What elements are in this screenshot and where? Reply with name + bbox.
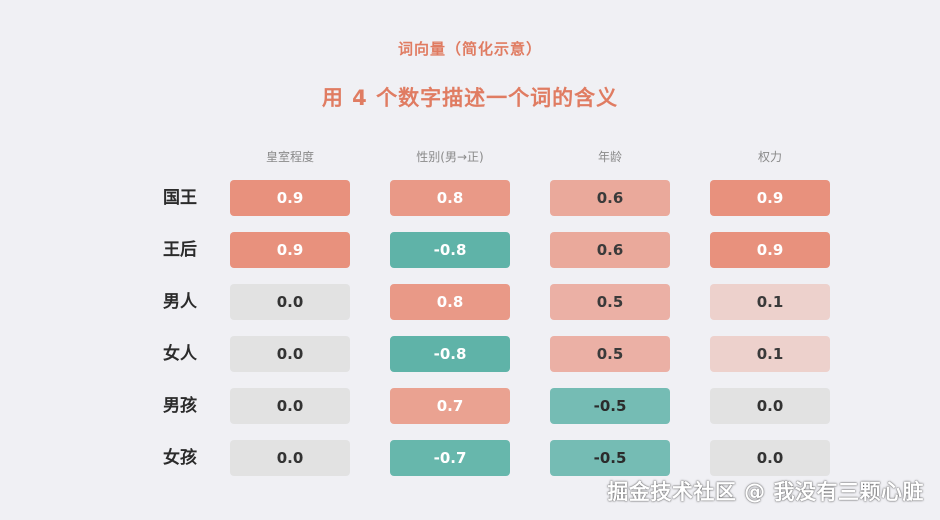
vector-value-cell: 0.8: [390, 180, 510, 216]
row-label: 男人: [163, 292, 197, 312]
vector-value-cell: 0.0: [230, 336, 350, 372]
row-label: 男孩: [163, 396, 197, 416]
vector-value-cell: -0.8: [390, 232, 510, 268]
vector-value-cell: 0.9: [710, 180, 830, 216]
vector-value-cell: 0.6: [550, 180, 670, 216]
row-label: 国王: [163, 188, 197, 208]
watermark: 掘金技术社区 @ 我没有三颗心脏: [607, 480, 924, 504]
column-header: 皇室程度: [265, 150, 314, 164]
column-header: 权力: [757, 150, 782, 164]
vector-value-cell: -0.8: [390, 336, 510, 372]
vector-value-cell: 0.9: [230, 232, 350, 268]
vector-value-cell: -0.5: [550, 440, 670, 476]
vector-value-cell: 0.1: [710, 336, 830, 372]
column-header: 年龄: [597, 150, 622, 164]
vector-value-cell: 0.0: [230, 440, 350, 476]
vector-value-cell: 0.0: [710, 440, 830, 476]
vector-value-cell: 0.1: [710, 284, 830, 320]
vector-value-cell: 0.9: [230, 180, 350, 216]
vector-value-cell: 0.0: [710, 388, 830, 424]
vector-value-cell: 0.5: [550, 284, 670, 320]
vector-value-cell: -0.7: [390, 440, 510, 476]
row-label: 女人: [163, 344, 197, 364]
diagram-title: 用 4 个数字描述一个词的含义: [321, 86, 619, 110]
vector-value-cell: 0.0: [230, 284, 350, 320]
vector-value-cell: 0.7: [390, 388, 510, 424]
vector-value-cell: 0.6: [550, 232, 670, 268]
row-label: 王后: [163, 240, 197, 260]
vector-value-cell: 0.8: [390, 284, 510, 320]
column-header: 性别(男→正): [416, 150, 484, 164]
row-label: 女孩: [163, 448, 197, 468]
vector-value-cell: 0.5: [550, 336, 670, 372]
vector-value-cell: 0.0: [230, 388, 350, 424]
vector-value-cell: -0.5: [550, 388, 670, 424]
vector-value-cell: 0.9: [710, 232, 830, 268]
diagram-subtitle: 词向量（简化示意）: [397, 40, 542, 58]
